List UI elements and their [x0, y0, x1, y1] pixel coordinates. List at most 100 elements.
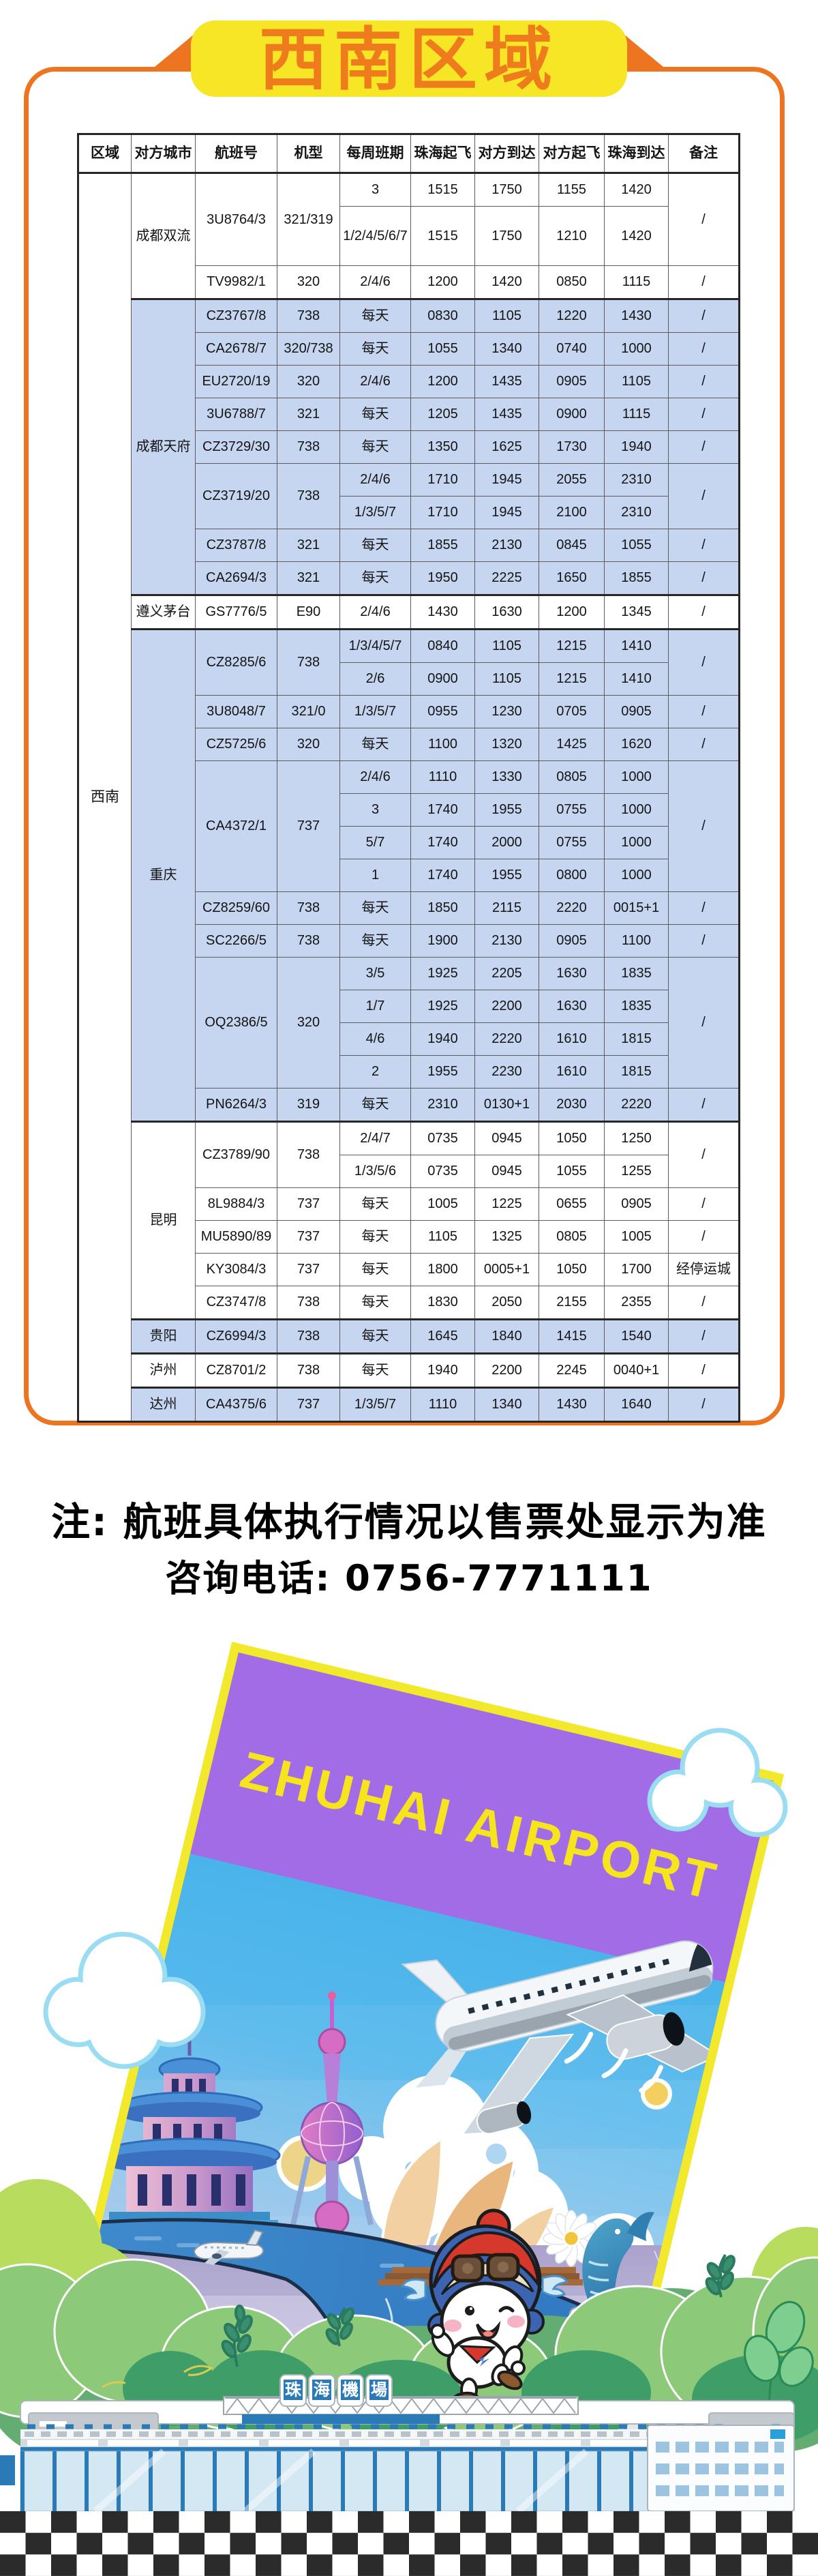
time-cell-zhuhai-dep: 1900	[410, 924, 475, 958]
time-cell-zhuhai-dep: 1515	[410, 206, 475, 266]
table-row: 遵义茅台 GS7776/5 E90 2/4/6 1430 1630 1200 1345/	[78, 594, 740, 630]
time-cell-dest-dep: 2030	[539, 1088, 605, 1122]
time-cell-dest-dep: 2055	[539, 463, 605, 497]
time-cell-dest-dep: 0900	[539, 398, 605, 431]
time-cell-zhuhai-dep: 1830	[410, 1286, 475, 1320]
note-line-1: 注: 航班具体执行情况以售票处显示为准	[51, 1500, 767, 1545]
time-cell-zhuhai-arr: 1640	[604, 1387, 669, 1422]
remark-cell: /	[668, 1387, 740, 1422]
table-row: TV9982/1 320 2/4/6 1200 1420 0850 1115/	[78, 265, 740, 299]
aircraft-type-cell: 321/0	[277, 695, 340, 728]
time-cell-zhuhai-dep: 1055	[410, 332, 475, 366]
time-cell-dest-dep: 2155	[539, 1286, 605, 1320]
time-cell-dest-dep: 1630	[539, 990, 605, 1023]
table-row: 达州 CA4375/6 737 1/3/5/7 1110 1340 1430 1640/	[78, 1387, 740, 1422]
table-row: 贵阳 CZ6994/3 738 每天 1645 1840 1415 1540/	[78, 1318, 740, 1354]
time-cell-dest-dep: 1210	[539, 206, 605, 266]
flight-no-cell: CZ3729/30	[195, 430, 277, 464]
schedule-cell: 每天	[339, 891, 411, 925]
col-header: 备注	[668, 134, 740, 173]
aircraft-type-cell: 738	[277, 430, 340, 464]
time-cell-dest-arr: 1750	[474, 172, 539, 207]
sprig-icon	[705, 2253, 736, 2298]
time-cell-zhuhai-arr: 1255	[604, 1155, 669, 1188]
remark-cell: /	[668, 594, 740, 630]
time-cell-zhuhai-arr: 1540	[604, 1318, 669, 1354]
table-row: SC2266/5 738 每天 1900 2130 0905 1100/	[78, 924, 740, 958]
time-cell-dest-arr: 2050	[474, 1286, 539, 1320]
flight-no-cell: 3U8764/3	[195, 172, 277, 266]
time-cell-zhuhai-dep: 1740	[410, 793, 475, 827]
time-cell-zhuhai-dep: 1740	[410, 859, 475, 892]
remark-cell: /	[668, 1318, 740, 1354]
aircraft-type-cell: 738	[277, 463, 340, 529]
city-cell: 达州	[131, 1387, 196, 1422]
time-cell-dest-dep: 0905	[539, 924, 605, 958]
time-cell-dest-arr: 0945	[474, 1121, 539, 1155]
city-cell: 重庆	[131, 628, 196, 1122]
time-cell-zhuhai-dep: 1740	[410, 826, 475, 859]
time-cell-dest-dep: 1055	[539, 1155, 605, 1188]
table-row: CA4372/1 737 2/4/6 1110 1330 0805 1000/	[78, 760, 740, 892]
col-header: 区域	[78, 134, 132, 173]
schedule-cell: 3	[339, 793, 411, 827]
time-cell-zhuhai-arr: 0040+1	[604, 1352, 669, 1388]
time-cell-zhuhai-arr: 1420	[604, 172, 669, 207]
time-cell-zhuhai-dep: 1955	[410, 1055, 475, 1089]
city-cell: 成都天府	[131, 298, 196, 595]
time-cell-zhuhai-arr: 2310	[604, 463, 669, 497]
time-cell-dest-arr: 1945	[474, 463, 539, 497]
time-cell-dest-arr: 1105	[474, 662, 539, 696]
poster-purple-band	[185, 1647, 779, 1983]
time-cell-zhuhai-dep: 1710	[410, 496, 475, 529]
schedule-cell: 2/4/6	[339, 594, 411, 630]
time-cell-dest-arr: 1630	[474, 594, 539, 630]
table-row: CZ3729/30 738 每天 1350 1625 1730 1940/	[78, 430, 740, 464]
time-cell-dest-dep: 1610	[539, 1022, 605, 1056]
aircraft-type-cell: 737	[277, 1187, 340, 1221]
checkered-strip	[0, 2511, 818, 2576]
time-cell-zhuhai-dep: 1105	[410, 1220, 475, 1254]
table-row: 昆明 CZ3789/90 738 2/4/7 0735 0945 1050 1250/	[78, 1121, 740, 1320]
table-row: 1/3/5/6 0735 0945 1055 1255	[78, 1155, 740, 1188]
table-row: 重庆 CZ8285/6 738 1/3/4/5/7 0840 1105 1215 1410/	[78, 628, 740, 1122]
schedule-cell: 2	[339, 1055, 411, 1089]
time-cell-zhuhai-dep: 1110	[410, 1387, 475, 1422]
svg-text:機: 機	[342, 2381, 359, 2399]
time-cell-zhuhai-dep: 1855	[410, 529, 475, 562]
flight-no-cell: CA4375/6	[195, 1387, 277, 1422]
flight-no-cell: 8L9884/3	[195, 1187, 277, 1221]
remark-cell: /	[668, 1121, 740, 1188]
time-cell-dest-dep: 1050	[539, 1121, 605, 1155]
time-cell-dest-dep: 2245	[539, 1352, 605, 1388]
flight-no-cell: KY3084/3	[195, 1253, 277, 1286]
schedule-cell: 每天	[339, 332, 411, 366]
aircraft-type-cell: 738	[277, 1352, 340, 1388]
flight-no-cell: 3U8048/7	[195, 695, 277, 728]
aircraft-type-cell: 321/319	[277, 172, 340, 266]
time-cell-zhuhai-dep: 2310	[410, 1088, 475, 1122]
time-cell-zhuhai-dep: 1005	[410, 1187, 475, 1221]
remark-cell: /	[668, 529, 740, 562]
flight-no-cell: CZ3719/20	[195, 463, 277, 529]
time-cell-dest-dep: 1650	[539, 561, 605, 595]
time-cell-zhuhai-dep: 0830	[410, 298, 475, 333]
time-cell-dest-arr: 2205	[474, 957, 539, 990]
schedule-cell: 1/3/5/6	[339, 1155, 411, 1188]
remark-cell: /	[668, 1220, 740, 1254]
flight-no-cell: SC2266/5	[195, 924, 277, 958]
schedule-cell: 3	[339, 172, 411, 207]
aircraft-type-cell: 320	[277, 957, 340, 1089]
schedule-cell: 1/3/4/5/7	[339, 628, 411, 663]
time-cell-zhuhai-arr: 1420	[604, 206, 669, 266]
time-cell-dest-arr: 2200	[474, 1352, 539, 1388]
cloud-icon	[43, 1931, 206, 2069]
time-cell-zhuhai-dep: 1430	[410, 594, 475, 630]
schedule-cell: 3/5	[339, 957, 411, 990]
time-cell-zhuhai-dep: 1200	[410, 365, 475, 398]
bubble-icon	[486, 2144, 506, 2164]
flight-no-cell: CZ6994/3	[195, 1318, 277, 1354]
table-row: CZ3719/20 738 2/4/6 1710 1945 2055 2310/	[78, 463, 740, 529]
time-cell-zhuhai-dep: 1950	[410, 561, 475, 595]
table-row: CZ8259/60 738 每天 1850 2115 2220 0015+1/	[78, 891, 740, 925]
